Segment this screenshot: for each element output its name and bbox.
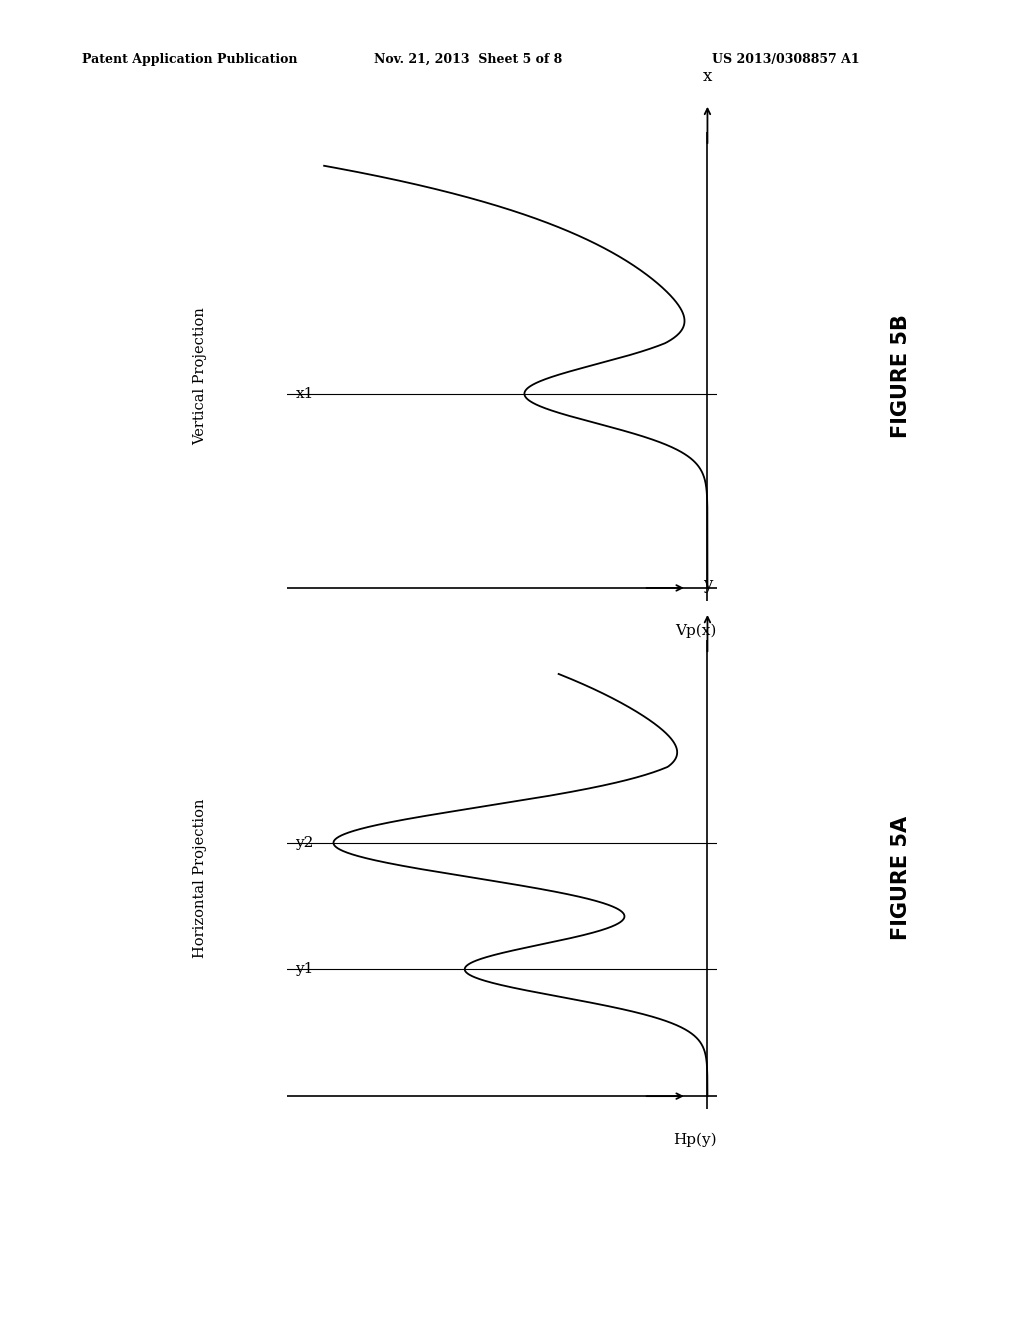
Text: Hp(y): Hp(y) bbox=[673, 1133, 717, 1147]
Text: x1: x1 bbox=[295, 387, 313, 401]
Text: y1: y1 bbox=[295, 962, 313, 977]
Text: y2: y2 bbox=[295, 836, 313, 850]
Text: Vp(x): Vp(x) bbox=[676, 624, 717, 639]
Text: US 2013/0308857 A1: US 2013/0308857 A1 bbox=[712, 53, 859, 66]
Text: Nov. 21, 2013  Sheet 5 of 8: Nov. 21, 2013 Sheet 5 of 8 bbox=[374, 53, 562, 66]
Text: y: y bbox=[702, 577, 712, 593]
Text: Patent Application Publication: Patent Application Publication bbox=[82, 53, 297, 66]
Text: Vertical Projection: Vertical Projection bbox=[193, 308, 207, 445]
Text: Horizontal Projection: Horizontal Projection bbox=[193, 799, 207, 957]
Text: FIGURE 5A: FIGURE 5A bbox=[891, 816, 911, 940]
Text: FIGURE 5B: FIGURE 5B bbox=[891, 314, 911, 438]
Text: x: x bbox=[702, 69, 712, 84]
